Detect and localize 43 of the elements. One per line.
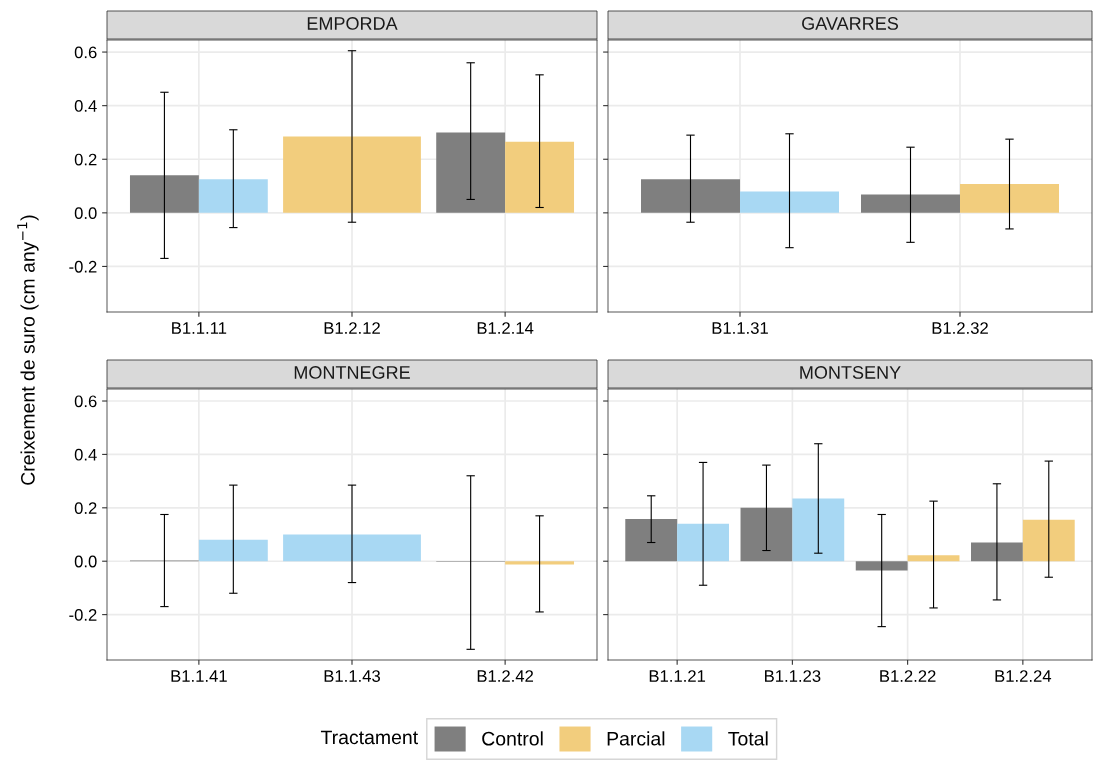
y-tick-label: -0.2 [69,609,97,621]
y-tick-label: 0.0 [74,555,97,568]
bar [960,183,1059,213]
bar [641,179,740,213]
y-tick-label: 0.0 [74,207,97,220]
chart-title: MONTNEGRE [294,366,410,379]
bar [792,498,845,562]
bar [861,194,960,213]
bar [740,191,839,213]
y-axis-title: Creixement de suro (cm any$^{−1}$) [17,215,39,485]
y-tick-label: 0.4 [74,100,97,112]
x-tick-label: B1.1.11 [172,322,227,334]
y-tick-label: 0.2 [74,153,97,166]
chart-title: MONTSENY [800,366,901,379]
x-tick-label: B1.2.12 [324,322,380,334]
legend-label: Parcial [607,731,665,746]
y-tick-label: 0.6 [74,395,97,408]
x-tick-label: B1.2.42 [477,670,534,682]
x-tick-label: B1.1.43 [324,670,380,682]
y-tick-label: 0.6 [74,46,97,59]
x-tick-label: B1.2.22 [880,670,936,682]
bar [677,523,729,562]
bar [1022,519,1075,562]
x-tick-label: B1.1.31 [712,322,768,334]
chart-title: GAVARRES [802,17,899,30]
chart-title: EMPORDA [307,17,398,30]
bar [740,507,793,562]
x-tick-label: B1.2.24 [995,670,1052,682]
bar [971,542,1023,562]
y-tick-label: -0.2 [69,260,97,273]
bar [907,555,960,562]
legend-title: Tractament [320,730,418,745]
y-tick-label: 0.4 [74,448,97,461]
y-tick-label: 0.2 [74,502,97,515]
x-tick-label: B1.2.32 [932,322,988,334]
x-tick-label: B1.1.23 [765,670,821,682]
x-tick-label: B1.1.41 [171,670,227,682]
bar [855,561,908,571]
legend-label: Total [728,731,768,746]
bar [625,519,678,562]
legend-label: Control [482,731,543,746]
x-tick-label: B1.2.14 [477,322,534,334]
x-tick-label: B1.1.21 [649,670,706,682]
